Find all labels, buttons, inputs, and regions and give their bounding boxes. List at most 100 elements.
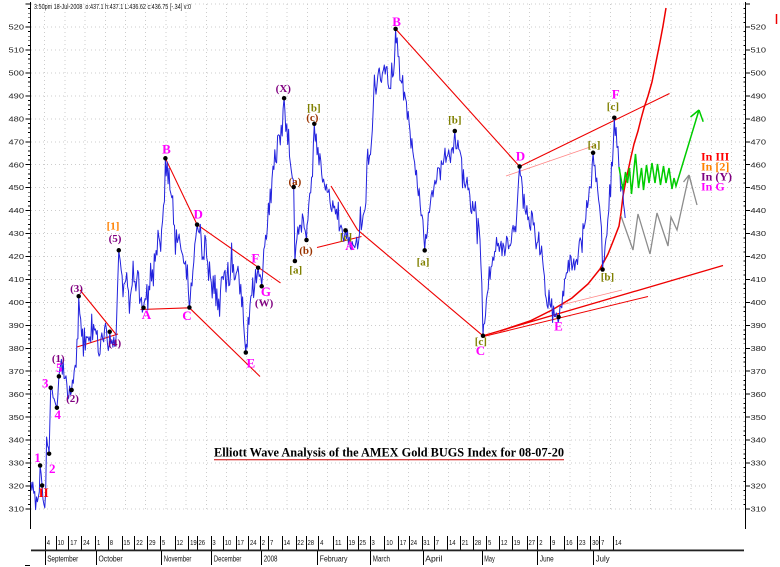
svg-text:310: 310 [751, 505, 767, 514]
svg-text:490: 490 [751, 91, 767, 100]
svg-text:December: December [214, 555, 242, 564]
svg-text:June: June [540, 555, 554, 564]
svg-text:E: E [554, 319, 563, 334]
svg-text:In (Y): In (Y) [701, 170, 732, 184]
svg-text:4: 4 [47, 538, 50, 547]
svg-text:31: 31 [423, 538, 430, 547]
svg-text:430: 430 [751, 229, 767, 238]
svg-text:400: 400 [751, 298, 767, 307]
svg-text:400: 400 [9, 298, 25, 307]
svg-text:500: 500 [9, 69, 25, 78]
svg-text:350: 350 [9, 413, 25, 422]
svg-text:350: 350 [751, 413, 767, 422]
svg-text:(X): (X) [276, 83, 292, 95]
svg-text:(1): (1) [52, 353, 65, 365]
svg-text:15: 15 [123, 538, 130, 547]
svg-text:520: 520 [751, 23, 767, 32]
svg-text:3: 3 [372, 538, 375, 547]
svg-text:2008: 2008 [264, 555, 278, 564]
svg-text:17: 17 [237, 538, 244, 547]
svg-text:10: 10 [225, 538, 232, 547]
svg-text:450: 450 [751, 183, 767, 192]
svg-text:D: D [516, 149, 525, 164]
svg-text:[c]: [c] [475, 336, 487, 348]
svg-text:25: 25 [359, 538, 366, 547]
svg-text:14: 14 [615, 538, 622, 547]
svg-text:19: 19 [349, 538, 356, 547]
svg-text:11: 11 [335, 538, 342, 547]
svg-text:9: 9 [552, 538, 555, 547]
svg-text:26: 26 [199, 538, 206, 547]
svg-text:420: 420 [751, 252, 767, 261]
svg-text:420: 420 [9, 252, 25, 261]
svg-text:30: 30 [592, 538, 599, 547]
svg-text:24: 24 [83, 538, 90, 547]
svg-text:24: 24 [250, 538, 257, 547]
svg-text:A: A [142, 307, 152, 322]
svg-text:370: 370 [751, 367, 767, 376]
svg-text:September: September [47, 555, 78, 564]
svg-text:27: 27 [529, 538, 536, 547]
svg-text:(a): (a) [288, 176, 301, 188]
svg-text:[a]: [a] [289, 265, 302, 277]
svg-text:November: November [164, 555, 192, 564]
svg-text:340: 340 [9, 436, 25, 445]
svg-text:II: II [39, 485, 49, 500]
svg-text:(3): (3) [70, 283, 83, 295]
svg-text:330: 330 [751, 459, 767, 468]
svg-text:510: 510 [751, 46, 767, 55]
svg-text:21: 21 [462, 538, 469, 547]
svg-text:(c): (c) [306, 112, 319, 124]
svg-text:480: 480 [751, 114, 767, 123]
svg-text:450: 450 [9, 183, 25, 192]
svg-text:5: 5 [162, 538, 165, 547]
svg-text:330: 330 [9, 459, 25, 468]
svg-text:7: 7 [436, 538, 439, 547]
svg-text:3: 3 [42, 376, 49, 391]
svg-text:460: 460 [9, 160, 25, 169]
svg-text:D: D [194, 207, 203, 222]
svg-text:12: 12 [177, 538, 184, 547]
svg-text:470: 470 [9, 137, 25, 146]
svg-text:(4): (4) [108, 338, 121, 350]
svg-text:360: 360 [751, 390, 767, 399]
svg-text:360: 360 [9, 390, 25, 399]
svg-text:[b]: [b] [307, 103, 320, 115]
svg-text:370: 370 [9, 367, 25, 376]
svg-text:7: 7 [270, 538, 273, 547]
svg-text:In III: In III [701, 150, 730, 164]
svg-text:1: 1 [97, 538, 100, 547]
svg-text:(b): (b) [299, 245, 313, 257]
svg-text:(2): (2) [66, 393, 79, 405]
svg-text:March: March [373, 555, 390, 564]
svg-text:4: 4 [320, 538, 323, 547]
svg-text:17: 17 [400, 538, 407, 547]
svg-text:340: 340 [751, 436, 767, 445]
svg-text:320: 320 [751, 482, 767, 491]
svg-text:14: 14 [284, 538, 291, 547]
svg-text:440: 440 [9, 206, 25, 215]
svg-text:F: F [612, 87, 620, 102]
svg-text:410: 410 [9, 275, 25, 284]
svg-text:5: 5 [488, 538, 491, 547]
svg-text:28: 28 [308, 538, 315, 547]
svg-text:410: 410 [751, 275, 767, 284]
svg-text:G: G [261, 284, 271, 299]
svg-text:470: 470 [751, 137, 767, 146]
svg-text:3: 3 [212, 538, 215, 547]
svg-text:May: May [484, 555, 494, 564]
svg-text:440: 440 [751, 206, 767, 215]
svg-text:14: 14 [449, 538, 456, 547]
svg-text:19: 19 [190, 538, 197, 547]
svg-text:10: 10 [58, 538, 65, 547]
svg-text:[c]: [c] [340, 232, 352, 244]
svg-text:[c]: [c] [607, 101, 619, 113]
svg-text:A: A [345, 238, 355, 253]
svg-text:460: 460 [751, 160, 767, 169]
svg-text:16: 16 [566, 538, 573, 547]
svg-text:[a]: [a] [417, 257, 430, 269]
svg-text:22: 22 [136, 538, 143, 547]
svg-text:8: 8 [110, 538, 113, 547]
svg-text:510: 510 [9, 46, 25, 55]
svg-text:4: 4 [55, 407, 62, 422]
